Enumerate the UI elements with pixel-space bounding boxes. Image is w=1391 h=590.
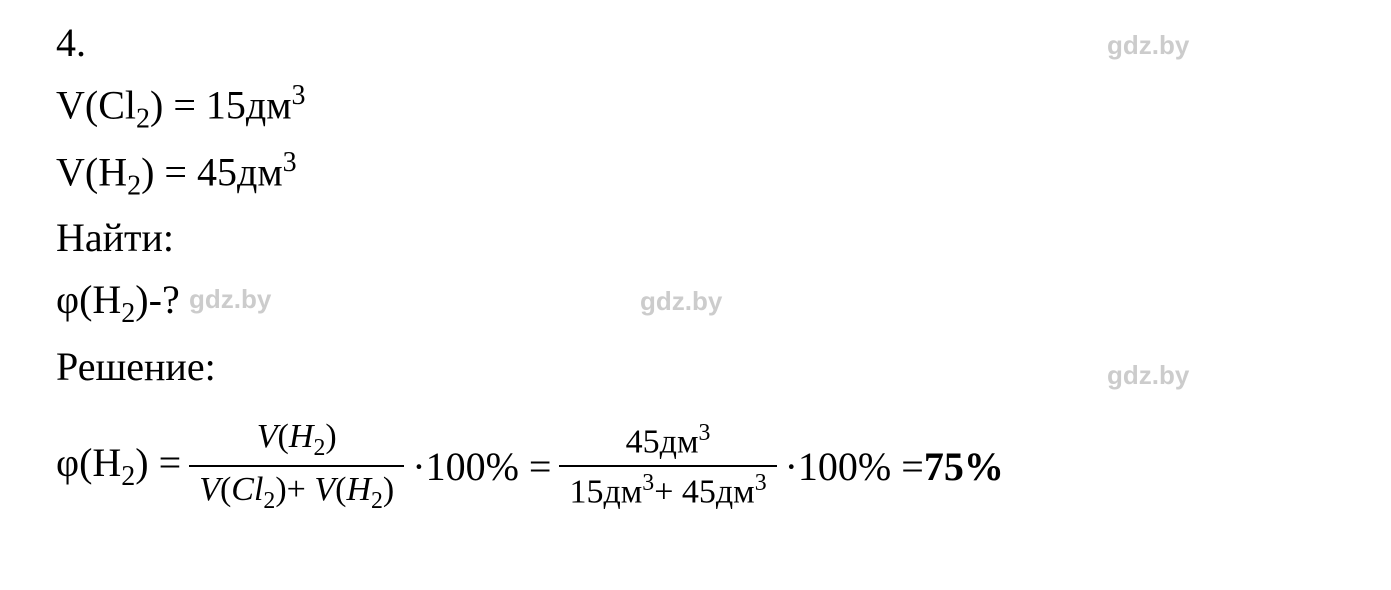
given-2-sub: 2 xyxy=(127,170,141,201)
f2n-val: 45 xyxy=(626,423,660,460)
f1n-sym: H xyxy=(289,418,314,455)
f1n-open: ( xyxy=(278,418,289,455)
f2d-plus: + xyxy=(654,474,682,511)
given-line-2: V(H2) = 45дм3 xyxy=(56,141,1346,208)
mult-2: ·100% = xyxy=(785,443,924,490)
given-1-sub: 2 xyxy=(136,103,150,134)
f1d-v2: V xyxy=(314,471,335,508)
f1d-plus: + xyxy=(287,471,315,508)
fraction-1-bar xyxy=(189,465,404,467)
find-label: Найти: xyxy=(56,207,1346,269)
f2d-u1: дм xyxy=(603,474,642,511)
lhs-pre: φ(H xyxy=(56,440,121,485)
given-1-mid: ) = 15дм xyxy=(150,82,292,127)
fraction-1: V(H2) V(Cl2)+ V(H2) xyxy=(189,416,404,517)
f2d-sup1: 3 xyxy=(642,470,654,496)
lhs-post: ) = xyxy=(135,440,181,485)
find-post: )-? xyxy=(135,277,179,322)
f2d-u2: дм xyxy=(716,474,755,511)
given-line-1: V(Cl2) = 15дм3 xyxy=(56,74,1346,141)
f2d-v1: 15 xyxy=(569,474,603,511)
formula-line: φ(H2) = V(H2) V(Cl2)+ V(H2) ·100% = 45дм… xyxy=(56,416,1346,517)
given-2-pre: V(H xyxy=(56,149,127,194)
f1d-c2: ) xyxy=(383,471,394,508)
f1n-close: ) xyxy=(325,418,336,455)
result: 75% xyxy=(924,443,1004,490)
fraction-2-numerator: 45дм3 xyxy=(616,419,721,464)
fraction-2-denominator: 15дм3+ 45дм3 xyxy=(559,469,776,514)
given-2-sup: 3 xyxy=(283,147,297,178)
problem-number: 4. xyxy=(56,12,1346,74)
given-1-sup: 3 xyxy=(292,80,306,111)
fraction-2-bar xyxy=(559,465,776,467)
given-2-mid: ) = 45дм xyxy=(141,149,283,194)
solution-label: Решение: xyxy=(56,336,1346,398)
f1d-s1: Cl xyxy=(231,471,263,508)
mult-1: ·100% = xyxy=(412,443,551,490)
find-pre: φ(H xyxy=(56,277,121,322)
fraction-1-numerator: V(H2) xyxy=(247,416,347,464)
f1d-v1: V xyxy=(199,471,220,508)
f2n-unit: дм xyxy=(660,423,699,460)
find-expression: φ(H2)-? xyxy=(56,269,1346,335)
f1d-o2: ( xyxy=(335,471,346,508)
f1n-sub: 2 xyxy=(313,435,325,461)
f2d-sup2: 3 xyxy=(755,470,767,496)
f2d-v2: 45 xyxy=(682,474,716,511)
fraction-2: 45дм3 15дм3+ 45дм3 xyxy=(559,419,776,515)
f1d-o1: ( xyxy=(220,471,231,508)
lhs-sub: 2 xyxy=(121,461,135,492)
f2n-sup: 3 xyxy=(698,420,710,446)
find-sub: 2 xyxy=(121,298,135,329)
content-container: 4. V(Cl2) = 15дм3 V(H2) = 45дм3 Найти: φ… xyxy=(56,12,1346,517)
formula-lhs: φ(H2) = xyxy=(56,439,181,493)
f1n-v: V xyxy=(257,418,278,455)
fraction-1-denominator: V(Cl2)+ V(H2) xyxy=(189,469,404,517)
f1d-sub2: 2 xyxy=(371,488,383,514)
f1d-sub1: 2 xyxy=(263,488,275,514)
given-1-pre: V(Cl xyxy=(56,82,136,127)
f1d-s2: H xyxy=(346,471,371,508)
f1d-c1: ) xyxy=(275,471,286,508)
